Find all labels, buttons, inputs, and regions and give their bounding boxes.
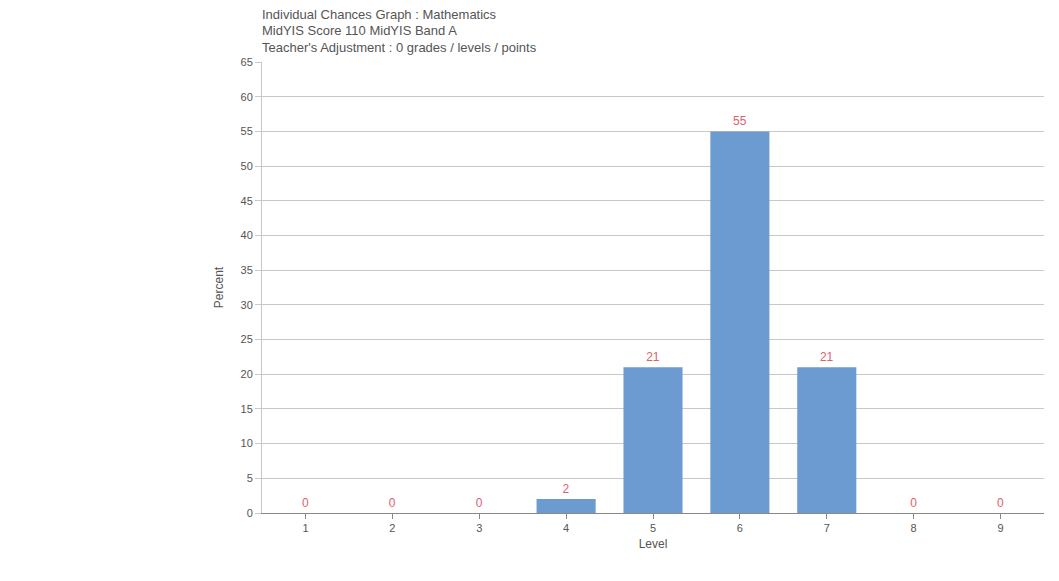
svg-text:0: 0 (302, 496, 309, 510)
svg-text:8: 8 (911, 522, 917, 534)
svg-text:3: 3 (476, 522, 482, 534)
svg-text:0: 0 (910, 496, 917, 510)
svg-text:Level: Level (639, 537, 668, 551)
svg-text:5: 5 (650, 522, 656, 534)
svg-text:25: 25 (241, 333, 253, 345)
svg-text:Individual Chances Graph : Mat: Individual Chances Graph : MathematicsMi… (262, 7, 537, 56)
svg-text:40: 40 (241, 229, 253, 241)
svg-text:0: 0 (247, 507, 253, 519)
svg-text:50: 50 (241, 160, 253, 172)
svg-text:0: 0 (389, 496, 396, 510)
svg-text:20: 20 (241, 368, 253, 380)
svg-text:45: 45 (241, 195, 253, 207)
svg-text:7: 7 (824, 522, 830, 534)
svg-text:1: 1 (302, 522, 308, 534)
svg-text:55: 55 (733, 114, 747, 128)
svg-text:35: 35 (241, 264, 253, 276)
svg-text:55: 55 (241, 125, 253, 137)
svg-text:65: 65 (241, 56, 253, 68)
svg-text:6: 6 (737, 522, 743, 534)
svg-text:15: 15 (241, 403, 253, 415)
svg-text:21: 21 (820, 350, 834, 364)
svg-text:2: 2 (389, 522, 395, 534)
svg-text:9: 9 (997, 522, 1003, 534)
svg-text:60: 60 (241, 91, 253, 103)
svg-text:0: 0 (997, 496, 1004, 510)
svg-text:10: 10 (241, 437, 253, 449)
svg-text:2: 2 (563, 482, 570, 496)
svg-text:21: 21 (646, 350, 660, 364)
svg-text:Percent: Percent (212, 266, 226, 308)
svg-text:30: 30 (241, 299, 253, 311)
svg-text:4: 4 (563, 522, 569, 534)
svg-text:0: 0 (476, 496, 483, 510)
svg-text:5: 5 (247, 472, 253, 484)
